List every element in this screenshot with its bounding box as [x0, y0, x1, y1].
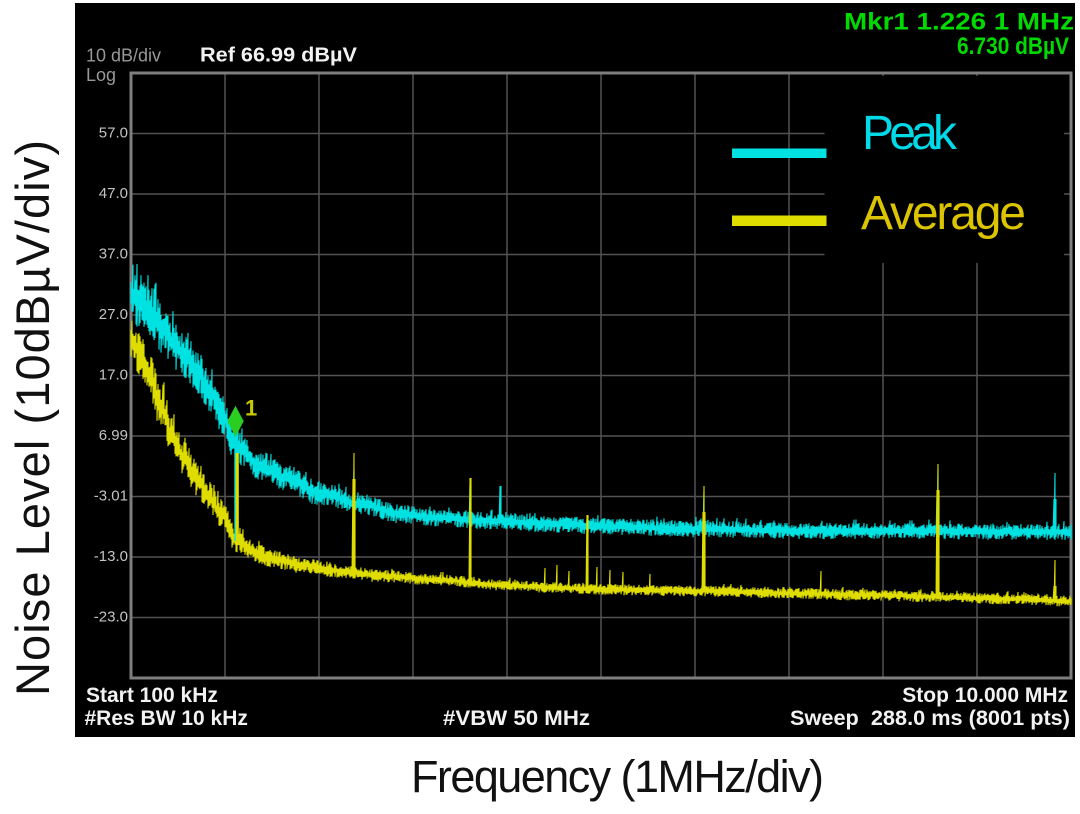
svg-text:1: 1	[245, 396, 257, 421]
svg-text:10 dB/div: 10 dB/div	[86, 46, 161, 66]
svg-text:Start 100 kHz: Start 100 kHz	[86, 684, 218, 707]
svg-text:6.99: 6.99	[99, 427, 128, 444]
svg-text:Noise Level (10dBµV/div): Noise Level (10dBµV/div)	[6, 140, 59, 696]
svg-text:#Res BW 10 kHz: #Res BW 10 kHz	[85, 707, 248, 730]
svg-text:Ref 66.99 dBµV: Ref 66.99 dBµV	[200, 44, 357, 67]
svg-text:27.0: 27.0	[99, 306, 128, 323]
svg-text:Peak: Peak	[862, 107, 958, 160]
svg-text:-13.0: -13.0	[94, 548, 128, 565]
svg-text:6.730 dBµV: 6.730 dBµV	[957, 33, 1069, 60]
svg-text:Sweep 288.0 ms (8001 pts): Sweep 288.0 ms (8001 pts)	[790, 707, 1070, 730]
svg-text:Log: Log	[86, 65, 116, 85]
svg-text:Average: Average	[861, 187, 1026, 240]
svg-text:-23.0: -23.0	[94, 609, 128, 626]
svg-text:57.0: 57.0	[99, 125, 128, 142]
svg-text:Mkr1 1.226 1 MHz: Mkr1 1.226 1 MHz	[844, 9, 1074, 36]
svg-text:Stop 10.000 MHz: Stop 10.000 MHz	[902, 684, 1068, 707]
svg-text:-3.01: -3.01	[94, 488, 128, 505]
svg-text:17.0: 17.0	[99, 367, 128, 384]
svg-text:37.0: 37.0	[99, 246, 128, 263]
svg-text:#VBW 50 MHz: #VBW 50 MHz	[443, 707, 590, 730]
svg-text:Frequency (1MHz/div): Frequency (1MHz/div)	[411, 751, 824, 802]
svg-text:47.0: 47.0	[99, 185, 128, 202]
